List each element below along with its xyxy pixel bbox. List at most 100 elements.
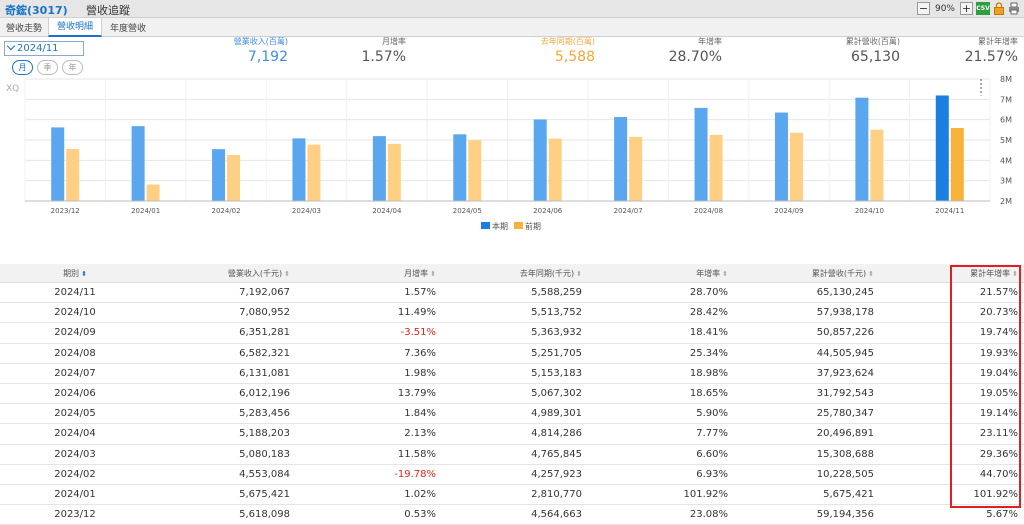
sort-icon[interactable]: ⬍ [430,269,436,278]
column-header-period[interactable]: 期別 ⬍ [0,264,150,283]
sort-icon[interactable]: ⬍ [576,269,582,278]
cell-period: 2024/09 [0,322,150,344]
table-row[interactable]: 2024/03 5,080,183 11.58% 4,765,845 6.60% 15,3… [0,444,1024,465]
x-tick-label: 2023/12 [51,207,80,215]
cell-last-year: 5,513,752 [442,302,588,324]
x-tick-label: 2024/11 [935,207,964,215]
x-tick-label: 2024/02 [211,207,240,215]
cell-cumulative: 65,130,245 [734,282,880,304]
column-header-cumulative-yoy[interactable]: 累計年增率 ⬍ [880,264,1024,283]
cell-yoy: 7.77% [588,423,734,445]
cell-revenue: 5,080,183 [150,444,296,465]
bar-current [694,107,708,201]
bar-current [51,127,65,201]
bar-previous [66,148,80,201]
y-tick-label: 7M [1000,95,1012,104]
zoom-in-button[interactable]: + [960,2,973,15]
y-tick-label: 6M [1000,116,1012,125]
print-icon[interactable] [1008,2,1020,15]
cell-revenue: 4,553,084 [150,464,296,485]
table-row[interactable]: 2024/11 7,192,067 1.57% 5,588,259 28.70% 65,1… [0,282,1024,304]
table-row[interactable]: 2023/12 5,618,098 0.53% 4,564,663 23.08% 59,1… [0,504,1024,525]
stat-cumulative-yoy-value: 21.57% [964,49,1018,65]
bar-current [292,138,306,201]
cell-period: 2024/03 [0,444,150,465]
stat-cumulative-yoy-label: 累計年增率 [978,37,1018,46]
bar-current [212,149,226,201]
stat-cumulative-label: 累計營收(百萬) [845,37,900,46]
table-row[interactable]: 2024/04 5,188,203 2.13% 4,814,286 7.77% 20,49… [0,423,1024,445]
bar-previous [548,138,562,201]
column-header-revenue[interactable]: 營業收入(千元) ⬍ [150,264,296,283]
tab-revenue-trend[interactable]: 營收走勢 [6,24,43,34]
table-row[interactable]: 2024/07 6,131,081 1.98% 5,153,183 18.98% 37,9… [0,363,1024,384]
cell-cumulative-yoy: 19.93% [880,343,1024,364]
toggle-yearly[interactable]: 年 [62,60,83,75]
table-row[interactable]: 2024/05 5,283,456 1.84% 4,989,301 5.90% 25,78… [0,403,1024,425]
bar-current [774,112,788,201]
period-toggle-group: 月 季 年 [12,60,83,75]
csv-export-icon[interactable]: CSV [976,2,990,15]
stat-mom-label: 月增率 [382,37,406,46]
table-row[interactable]: 2024/08 6,582,321 7.36% 5,251,705 25.34% 44,5… [0,343,1024,364]
legend-swatch-current [481,222,490,229]
cell-last-year: 4,257,923 [442,464,588,485]
stat-mom: 月增率 1.57% [362,36,406,65]
cell-revenue: 7,080,952 [150,302,296,324]
cell-cumulative: 31,792,543 [734,383,880,405]
cell-period: 2023/12 [0,504,150,525]
cell-cumulative-yoy: 5.67% [880,504,1024,525]
tab-annual-revenue[interactable]: 年度營收 [110,24,147,34]
sort-icon[interactable]: ⬍ [284,269,290,278]
table-row[interactable]: 2024/06 6,012,196 13.79% 5,067,302 18.65% 31,… [0,383,1024,405]
column-header-label: 月增率 [404,268,429,278]
x-tick-label: 2024/04 [372,207,402,215]
legend-swatch-previous [514,222,523,229]
cell-cumulative: 20,496,891 [734,423,880,445]
cell-cumulative-yoy: 29.36% [880,444,1024,465]
cell-cumulative-yoy: 21.57% [880,282,1024,304]
zoom-level: 90% [934,3,955,14]
column-header-mom[interactable]: 月增率 ⬍ [296,264,442,283]
sort-icon[interactable]: ⬍ [868,269,874,278]
column-header-cumulative[interactable]: 累計營收(千元) ⬍ [734,264,880,283]
toggle-quarterly[interactable]: 季 [37,60,58,75]
legend-label-current: 本期 [492,221,508,231]
period-select[interactable]: 2024/11 [4,41,84,56]
sort-icon[interactable]: ⬍ [722,269,728,278]
cell-last-year: 4,814,286 [442,423,588,445]
cell-cumulative: 10,228,505 [734,464,880,485]
stat-yoy-label: 年增率 [698,37,722,46]
bar-previous [789,132,803,201]
lock-icon[interactable] [993,2,1005,15]
y-tick-label: 8M [1000,75,1012,84]
stat-mom-value: 1.57% [361,49,406,65]
bar-current [131,126,145,201]
cell-yoy: 18.98% [588,363,734,384]
stat-revenue: 營業收入(百萬) 7,192 [234,36,288,65]
sort-icon[interactable]: ⬍ [1012,269,1018,278]
table-row[interactable]: 2024/02 4,553,084 -19.78% 4,257,923 6.93% 10,… [0,464,1024,485]
cell-mom: 1.57% [296,282,442,304]
bar-previous [227,155,241,201]
cell-yoy: 28.42% [588,302,734,324]
cell-cumulative-yoy: 19.74% [880,322,1024,344]
x-tick-label: 2024/03 [292,207,321,215]
column-header-label: 累計營收(千元) [811,268,867,278]
bar-current [372,136,386,201]
table-row[interactable]: 2024/01 5,675,421 1.02% 2,810,770 101.92% 5,6… [0,484,1024,506]
zoom-out-button[interactable]: − [916,2,930,15]
table-row[interactable]: 2024/10 7,080,952 11.49% 5,513,752 28.42% 57,… [0,302,1024,324]
tab-revenue-detail[interactable]: 營收明細 [48,17,103,37]
column-header-label: 年增率 [696,268,721,278]
stat-revenue-value: 7,192 [247,49,288,65]
cell-cumulative: 25,780,347 [734,403,880,425]
column-header-yoy[interactable]: 年增率 ⬍ [588,264,734,283]
sort-icon[interactable]: ⬍ [81,269,87,278]
cell-period: 2024/08 [0,343,150,364]
column-header-last-year[interactable]: 去年同期(千元) ⬍ [442,264,588,283]
table-row[interactable]: 2024/09 6,351,281 -3.51% 5,363,932 18.41% 50,… [0,322,1024,344]
x-tick-label: 2024/09 [774,207,803,215]
toggle-monthly[interactable]: 月 [12,60,33,75]
stat-revenue-label: 營業收入(百萬) [233,37,288,46]
